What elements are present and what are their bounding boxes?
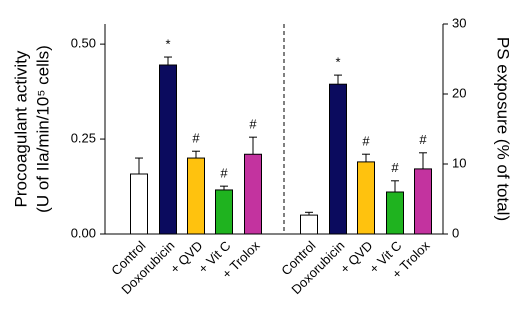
bar xyxy=(244,153,262,235)
significance-marker: # xyxy=(419,132,427,147)
bar xyxy=(215,189,233,235)
y-tick-label: 30 xyxy=(452,15,466,30)
y-axis-label: (U of IIa/min/10⁵ cells) xyxy=(33,45,52,213)
y-tick-label: 0.50 xyxy=(71,36,96,51)
y-tick-label: 0 xyxy=(452,225,459,240)
y-tick-label: 20 xyxy=(452,85,466,100)
significance-marker: # xyxy=(220,166,228,181)
y-axis-label: PS exposure (% of total) xyxy=(494,37,513,221)
significance-marker: # xyxy=(249,117,257,132)
bar xyxy=(386,191,404,235)
bar xyxy=(357,161,375,235)
x-tick-label: + QVD xyxy=(337,238,375,276)
bar xyxy=(300,214,318,235)
significance-marker: # xyxy=(362,134,370,149)
y-tick-label: 0.25 xyxy=(71,131,96,146)
bar xyxy=(329,83,347,235)
y-tick-label: 10 xyxy=(452,155,466,170)
bar xyxy=(130,173,148,235)
bar xyxy=(414,168,432,235)
bar xyxy=(187,157,205,235)
significance-marker: # xyxy=(192,131,200,146)
significance-marker: * xyxy=(165,36,170,51)
bar xyxy=(159,64,177,235)
significance-marker: * xyxy=(335,55,340,70)
y-tick-label: 0.00 xyxy=(71,225,96,240)
significance-marker: # xyxy=(391,160,399,175)
y-axis-label: Procoagulant activity xyxy=(11,50,30,207)
